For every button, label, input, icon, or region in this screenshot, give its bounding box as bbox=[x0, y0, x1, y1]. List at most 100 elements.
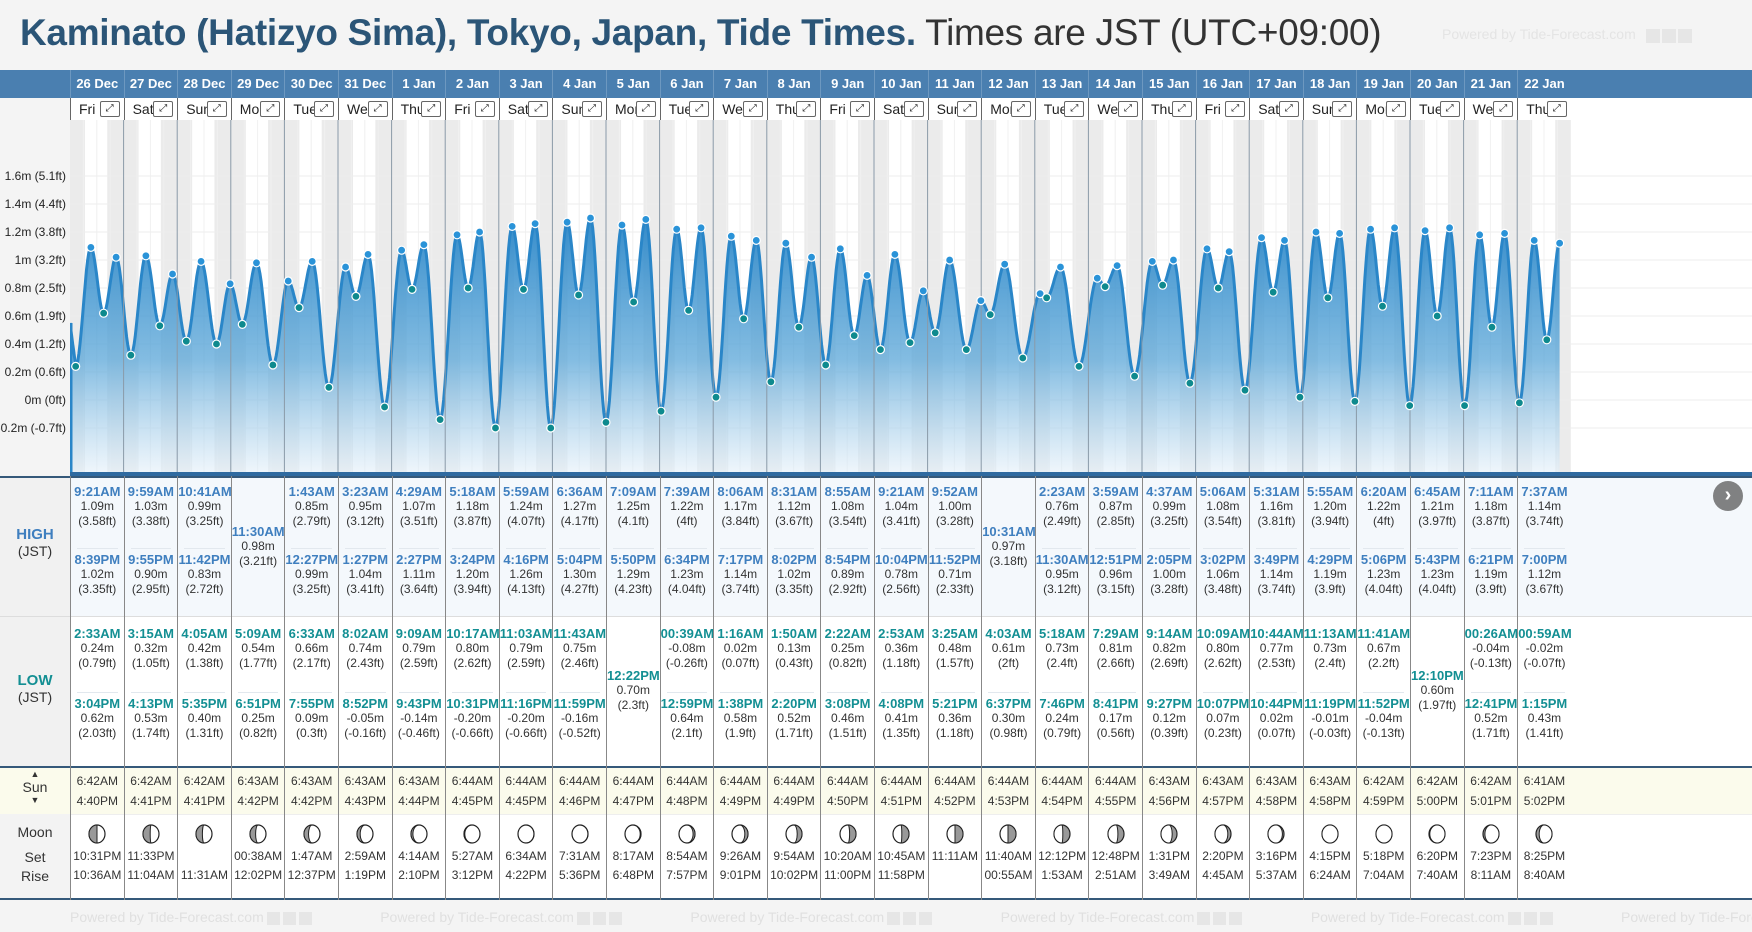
low-tide-time: 5:18AM bbox=[1038, 626, 1086, 641]
weekday-cell: Thu ⤢ bbox=[391, 98, 446, 120]
footer-powered-by[interactable]: Powered by Tide-Forecast.com bbox=[380, 902, 622, 932]
moonrise-time: 7:40AM bbox=[1416, 868, 1458, 882]
sunrise-time: 6:42AM bbox=[1470, 774, 1512, 788]
expand-day-button[interactable]: ⤢ bbox=[1171, 101, 1192, 117]
high-tide-entry: 9:55PM 0.90m (2.95ft) bbox=[125, 552, 178, 597]
high-tide-entry: 7:09AM 1.25m (4.1ft) bbox=[607, 484, 660, 529]
high-tide-entry: 8:02PM 1.02m (3.35ft) bbox=[768, 552, 821, 597]
expand-day-button[interactable]: ⤢ bbox=[581, 101, 602, 117]
expand-day-button[interactable]: ⤢ bbox=[1064, 101, 1085, 117]
high-tide-point bbox=[474, 227, 485, 237]
next-page-button[interactable]: › bbox=[1713, 481, 1743, 511]
low-tide-entry: 4:13PM 0.53m (1.74ft) bbox=[125, 696, 178, 741]
expand-day-button[interactable]: ⤢ bbox=[1332, 101, 1353, 117]
low-tide-height-ft: (2.1ft) bbox=[671, 726, 703, 740]
high-tide-point bbox=[1055, 262, 1066, 272]
brand-logo-icon bbox=[1645, 27, 1694, 44]
low-tide-height-ft: (1.18ft) bbox=[935, 726, 974, 740]
y-tick-label: 0.8m (2.5ft) bbox=[4, 281, 66, 295]
low-tide-time: 9:27PM bbox=[1146, 696, 1193, 711]
expand-day-button[interactable]: ⤢ bbox=[421, 101, 442, 117]
expand-day-button[interactable]: ⤢ bbox=[367, 101, 388, 117]
high-tide-point bbox=[397, 245, 407, 255]
low-tide-point bbox=[930, 328, 940, 338]
expand-day-button[interactable]: ⤢ bbox=[153, 101, 174, 117]
low-tide-point bbox=[1295, 392, 1305, 402]
footer-powered-by[interactable]: Powered by Tide-Forecast.com bbox=[1001, 902, 1243, 932]
low-tide-height-ft: (2.17ft) bbox=[292, 656, 331, 670]
high-tide-height-m: 0.89m bbox=[831, 567, 865, 581]
expand-day-button[interactable]: ⤢ bbox=[313, 101, 334, 117]
expand-day-button[interactable]: ⤢ bbox=[635, 101, 656, 117]
powered-by-footer: Powered by Tide-Forecast.com Powered by … bbox=[70, 902, 1752, 932]
high-tide-entry: 3:49PM 1.14m (3.74ft) bbox=[1250, 552, 1303, 597]
expand-day-button[interactable]: ⤢ bbox=[206, 101, 227, 117]
high-tide-height-ft: (3.28ft) bbox=[935, 514, 974, 528]
expand-day-button[interactable]: ⤢ bbox=[689, 101, 710, 117]
expand-day-button[interactable]: ⤢ bbox=[1117, 101, 1138, 117]
powered-by-header[interactable]: Powered by Tide-Forecast.com bbox=[1442, 26, 1694, 44]
expand-day-button[interactable]: ⤢ bbox=[260, 101, 281, 117]
footer-powered-by[interactable]: Powered by Tide-Forecast.com bbox=[1621, 909, 1752, 925]
high-tide-height-m: 0.87m bbox=[1099, 499, 1133, 513]
date-header: 31 Dec bbox=[338, 70, 392, 98]
expand-day-button[interactable]: ⤢ bbox=[1385, 101, 1406, 117]
expand-day-button[interactable]: ⤢ bbox=[849, 101, 870, 117]
moonrise-time: 4:22PM bbox=[505, 868, 547, 882]
expand-day-button[interactable]: ⤢ bbox=[1439, 101, 1460, 117]
high-tide-entry: 5:43PM 1.23m (4.04ft) bbox=[1411, 552, 1464, 597]
low-tide-entry: 11:03AM 0.79m (2.59ft) bbox=[500, 626, 553, 671]
high-tide-height-ft: (3.94ft) bbox=[1311, 514, 1350, 528]
expand-day-button[interactable]: ⤢ bbox=[742, 101, 763, 117]
high-tide-height-ft: (3.15ft) bbox=[1096, 582, 1135, 596]
day-column: 5:18AM 1.18m (3.87ft) 3:24PM 1.20m (3.94ft) 10… bbox=[445, 476, 500, 900]
expand-day-button[interactable]: ⤢ bbox=[99, 101, 120, 117]
footer-powered-by[interactable]: Powered by Tide-Forecast.com bbox=[690, 902, 933, 932]
expand-day-button[interactable]: ⤢ bbox=[528, 101, 549, 117]
low-tide-time: 11:16PM bbox=[500, 696, 553, 711]
low-tide-height-m: -0.04m bbox=[1472, 641, 1510, 655]
low-tide-entry: 1:38PM 0.58m (1.9ft) bbox=[714, 696, 767, 741]
high-tide-time: 5:04PM bbox=[556, 552, 603, 567]
expand-day-button[interactable]: ⤢ bbox=[957, 101, 978, 117]
high-tide-entry: 1:27PM 1.04m (3.41ft) bbox=[339, 552, 392, 597]
entry-separator bbox=[1309, 548, 1351, 549]
high-tide-time: 5:06PM bbox=[1360, 552, 1407, 567]
weekday-label: Tue bbox=[1419, 101, 1443, 117]
low-tide-height-m: -0.02m bbox=[1525, 641, 1564, 655]
high-tide-time: 9:52AM bbox=[931, 484, 979, 499]
high-tide-entry: 9:21AM 1.09m (3.58ft) bbox=[71, 484, 124, 529]
high-tide-height-ft: (3.41ft) bbox=[346, 582, 385, 596]
low-tide-height-ft: (1.38ft) bbox=[185, 656, 224, 670]
low-tide-point bbox=[629, 297, 639, 307]
moon-phase-icon bbox=[785, 824, 803, 844]
low-tide-point bbox=[1018, 353, 1028, 363]
expand-day-button[interactable]: ⤢ bbox=[1546, 101, 1567, 117]
weekday-cell: Wed ⤢ bbox=[338, 98, 392, 120]
expand-day-button[interactable]: ⤢ bbox=[796, 101, 817, 117]
low-tide-point bbox=[1129, 371, 1140, 381]
high-tide-height-m: 1.02m bbox=[777, 567, 811, 581]
sunset-time: 4:48PM bbox=[666, 794, 708, 808]
entry-separator bbox=[130, 692, 172, 693]
expand-day-button[interactable]: ⤢ bbox=[1010, 101, 1031, 117]
weekday-cell: Sun ⤢ bbox=[927, 98, 982, 120]
footer-powered-by[interactable]: Powered by Tide-Forecast.com bbox=[1311, 902, 1553, 932]
moonset-time: 5:18PM bbox=[1363, 849, 1405, 863]
low-tide-point bbox=[1350, 396, 1360, 406]
low-tide-point bbox=[849, 331, 859, 341]
entry-separator bbox=[1363, 692, 1404, 693]
low-tide-entry: 8:02AM 0.74m (2.43ft) bbox=[339, 626, 392, 671]
expand-day-button[interactable]: ⤢ bbox=[474, 101, 495, 117]
moon-phase-icon bbox=[463, 824, 482, 844]
expand-day-button[interactable]: ⤢ bbox=[903, 101, 924, 117]
footer-powered-by[interactable]: Powered by Tide-Forecast.com bbox=[70, 902, 312, 932]
low-tide-height-ft: (2.2ft) bbox=[1368, 656, 1400, 670]
low-tide-point bbox=[601, 417, 611, 427]
expand-day-button[interactable]: ⤢ bbox=[1225, 101, 1246, 117]
high-tide-height-m: 1.00m bbox=[1152, 567, 1186, 581]
low-tide-height-m: 0.73m bbox=[1313, 641, 1347, 655]
expand-day-button[interactable]: ⤢ bbox=[1278, 101, 1299, 117]
low-tide-height-ft: (1.31ft) bbox=[185, 726, 224, 740]
expand-day-button[interactable]: ⤢ bbox=[1493, 101, 1514, 117]
